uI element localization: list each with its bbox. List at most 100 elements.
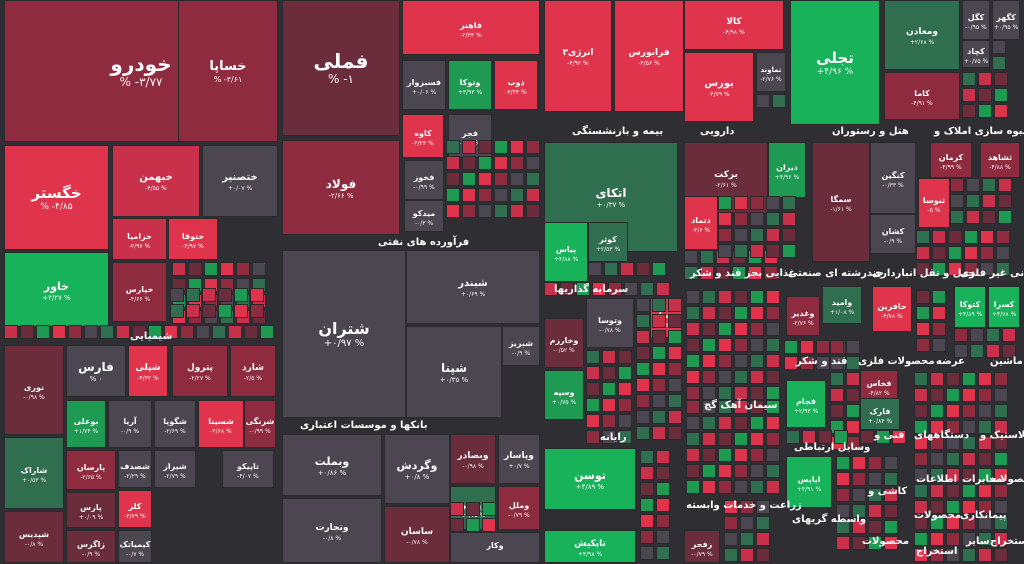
- stock-tile-small[interactable]: [734, 386, 748, 400]
- stock-tile-small[interactable]: [784, 340, 798, 354]
- stock-tile-small[interactable]: [852, 536, 866, 550]
- stock-tile-small[interactable]: [846, 372, 860, 386]
- stock-tile-small[interactable]: [884, 488, 898, 502]
- stock-tile-small[interactable]: [652, 394, 666, 408]
- stock-tile-small[interactable]: [980, 262, 994, 276]
- stock-tile-small[interactable]: [526, 140, 540, 154]
- stock-tile[interactable]: کالا -۴/۹۸ %: [684, 0, 784, 50]
- stock-tile-small[interactable]: [724, 516, 738, 530]
- stock-tile-small[interactable]: [702, 322, 716, 336]
- stock-tile-small[interactable]: [172, 262, 186, 276]
- stock-tile-small[interactable]: [652, 298, 666, 312]
- stock-tile[interactable]: شتران +۰/۹۷ %: [282, 250, 406, 418]
- stock-tile-small[interactable]: [686, 464, 700, 478]
- stock-tile[interactable]: ساسان -۰/۷۸ %: [384, 506, 450, 563]
- stock-tile-small[interactable]: [782, 212, 796, 226]
- stock-tile-small[interactable]: [700, 250, 714, 264]
- stock-tile-small[interactable]: [978, 452, 992, 466]
- stock-tile-small[interactable]: [782, 228, 796, 242]
- stock-tile-small[interactable]: [914, 452, 928, 466]
- stock-tile-small[interactable]: [978, 372, 992, 386]
- stock-tile-small[interactable]: [962, 532, 976, 546]
- stock-tile-small[interactable]: [930, 548, 944, 562]
- stock-tile-small[interactable]: [836, 456, 850, 470]
- stock-tile-small[interactable]: [986, 328, 1000, 342]
- stock-tile[interactable]: خبهمن -۴/۵۵ %: [112, 145, 200, 217]
- stock-tile-small[interactable]: [782, 196, 796, 210]
- stock-tile[interactable]: انرژی۳ -۴/۹۲ %: [544, 0, 612, 112]
- stock-tile-small[interactable]: [652, 262, 666, 276]
- stock-tile[interactable]: شپدیس -۰/۸ %: [4, 511, 64, 563]
- stock-tile-small[interactable]: [636, 394, 650, 408]
- stock-tile-small[interactable]: [748, 266, 762, 280]
- stock-tile-small[interactable]: [818, 430, 832, 444]
- stock-tile-small[interactable]: [740, 532, 754, 546]
- stock-tile[interactable]: ایاپس +۴/۹۱ %: [786, 456, 832, 508]
- stock-tile-small[interactable]: [234, 304, 248, 318]
- stock-tile-small[interactable]: [170, 288, 184, 302]
- stock-tile-small[interactable]: [668, 378, 682, 392]
- stock-tile-small[interactable]: [656, 282, 670, 296]
- stock-tile-small[interactable]: [686, 338, 700, 352]
- stock-tile-small[interactable]: [914, 404, 928, 418]
- stock-tile-small[interactable]: [766, 370, 780, 384]
- stock-tile-small[interactable]: [930, 452, 944, 466]
- stock-tile-small[interactable]: [914, 532, 928, 546]
- stock-tile-small[interactable]: [668, 346, 682, 360]
- stock-tile-small[interactable]: [702, 400, 716, 414]
- stock-tile-small[interactable]: [846, 420, 860, 434]
- stock-tile-small[interactable]: [618, 430, 632, 444]
- stock-tile[interactable]: کسرا +۴/۷۸ %: [988, 286, 1020, 328]
- stock-tile-small[interactable]: [618, 398, 632, 412]
- stock-tile-small[interactable]: [946, 484, 960, 498]
- stock-tile-small[interactable]: [994, 452, 1008, 466]
- stock-tile-small[interactable]: [994, 500, 1008, 514]
- stock-tile-small[interactable]: [750, 354, 764, 368]
- stock-tile-small[interactable]: [978, 88, 992, 102]
- stock-tile-small[interactable]: [462, 188, 476, 202]
- stock-tile-small[interactable]: [836, 520, 850, 534]
- stock-tile-small[interactable]: [740, 500, 754, 514]
- stock-tile-small[interactable]: [994, 548, 1008, 562]
- stock-tile-small[interactable]: [652, 378, 666, 392]
- stock-tile-small[interactable]: [916, 338, 930, 352]
- stock-tile-small[interactable]: [930, 436, 944, 450]
- stock-tile-small[interactable]: [978, 388, 992, 402]
- stock-tile[interactable]: توسن +۴/۸۹ %: [544, 448, 636, 510]
- stock-tile-small[interactable]: [20, 325, 34, 339]
- stock-tile-small[interactable]: [914, 388, 928, 402]
- stock-tile-small[interactable]: [718, 338, 732, 352]
- stock-tile-small[interactable]: [718, 400, 732, 414]
- stock-tile-small[interactable]: [916, 230, 930, 244]
- stock-tile-small[interactable]: [656, 450, 670, 464]
- stock-tile-small[interactable]: [686, 416, 700, 430]
- stock-tile-small[interactable]: [962, 452, 976, 466]
- stock-tile-small[interactable]: [718, 448, 732, 462]
- stock-tile-small[interactable]: [478, 156, 492, 170]
- stock-tile-small[interactable]: [868, 488, 882, 502]
- stock-tile-small[interactable]: [946, 436, 960, 450]
- stock-tile-small[interactable]: [202, 288, 216, 302]
- stock-tile-small[interactable]: [766, 464, 780, 478]
- stock-tile-small[interactable]: [766, 416, 780, 430]
- stock-tile-small[interactable]: [756, 548, 770, 562]
- stock-tile-small[interactable]: [884, 520, 898, 534]
- stock-tile-small[interactable]: [84, 325, 98, 339]
- stock-tile-small[interactable]: [830, 356, 844, 370]
- stock-tile-small[interactable]: [462, 172, 476, 186]
- stock-tile-small[interactable]: [132, 325, 146, 339]
- stock-tile[interactable]: وبملت +۰/۸۶ %: [282, 434, 382, 496]
- stock-tile-small[interactable]: [946, 452, 960, 466]
- stock-tile-small[interactable]: [836, 504, 850, 518]
- stock-tile-small[interactable]: [914, 468, 928, 482]
- stock-tile-small[interactable]: [618, 414, 632, 428]
- stock-tile-small[interactable]: [970, 344, 984, 358]
- stock-tile-small[interactable]: [962, 372, 976, 386]
- stock-tile-small[interactable]: [718, 416, 732, 430]
- stock-tile-small[interactable]: [766, 448, 780, 462]
- stock-tile-small[interactable]: [950, 210, 964, 224]
- stock-tile-small[interactable]: [846, 356, 860, 370]
- stock-tile-small[interactable]: [482, 502, 496, 516]
- stock-tile-small[interactable]: [930, 372, 944, 386]
- stock-tile-small[interactable]: [930, 484, 944, 498]
